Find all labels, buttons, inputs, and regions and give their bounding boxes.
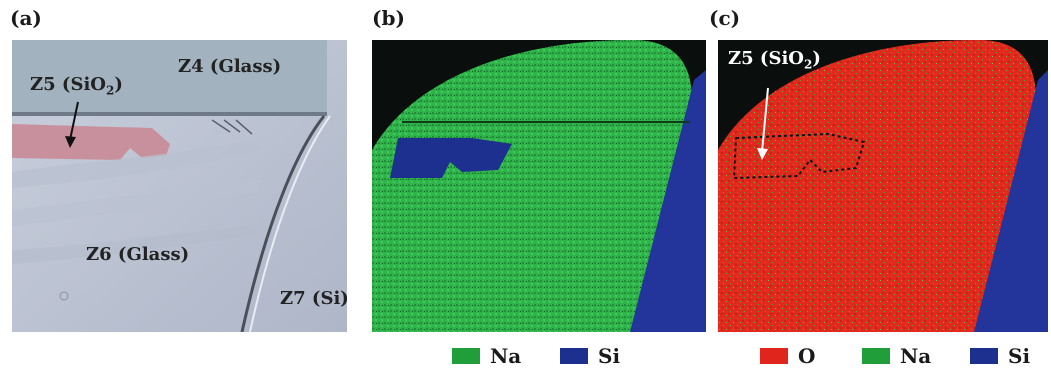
z5-arrow	[69, 101, 79, 141]
zone-z5-c-subscript: 2	[803, 57, 813, 72]
legend-label-na: Na	[490, 344, 522, 368]
legend-swatch-na-c	[862, 348, 890, 364]
na-region	[372, 40, 692, 332]
panel-a-micrograph: Z4 (Glass) Z5 (SiO2) Z6 (Glass) Z7 (Si)	[12, 40, 347, 332]
legend-c-na: Na	[862, 344, 931, 368]
zone-z5-subscript: 2	[105, 83, 115, 98]
legend-c-si: Si	[970, 344, 1030, 368]
eds-map-na-si	[372, 40, 706, 332]
panel-b-label: (b)	[372, 6, 405, 30]
si-region-c	[974, 70, 1048, 332]
zone-z5-label: Z5 (SiO2)	[30, 74, 123, 98]
zone-z5-text: Z5 (SiO	[30, 74, 106, 95]
micrograph-image	[12, 40, 347, 332]
legend-label-si-c: Si	[1008, 344, 1031, 368]
zone-z5-label-c: Z5 (SiO2)	[728, 48, 821, 72]
eds-map-o-na-si	[718, 40, 1048, 332]
zone-z4-label: Z4 (Glass)	[178, 56, 282, 77]
legend-label-si: Si	[598, 344, 621, 368]
z4-region	[12, 40, 327, 112]
legend-c: O Na Si	[760, 344, 1050, 368]
panel-b-eds-map	[372, 40, 706, 332]
legend-b-na: Na	[452, 344, 521, 368]
o-region	[718, 40, 1036, 332]
legend-swatch-si-c	[970, 348, 998, 364]
zone-z5-c-text: Z5 (SiO	[728, 48, 804, 69]
z5-outline	[732, 132, 866, 180]
legend-b-si: Si	[560, 344, 620, 368]
panel-a-label: (a)	[10, 6, 42, 30]
legend-label-o: O	[798, 344, 816, 368]
legend-b: Na Si	[452, 344, 672, 368]
legend-c-o: O	[760, 344, 815, 368]
zone-z7-label: Z7 (Si)	[280, 288, 347, 309]
z5-arrow-head	[65, 136, 76, 148]
si-region	[630, 70, 706, 332]
legend-swatch-si	[560, 348, 588, 364]
zone-z6-label: Z6 (Glass)	[86, 244, 190, 265]
si-z5-region	[390, 138, 512, 178]
zone-z5-close: )	[114, 74, 123, 95]
panel-c-eds-map: Z5 (SiO2)	[718, 40, 1048, 332]
zone-z5-c-close: )	[812, 48, 821, 69]
legend-swatch-na	[452, 348, 480, 364]
z5-region	[12, 124, 170, 160]
z5-arrow-c-head	[757, 148, 768, 160]
legend-label-na-c: Na	[900, 344, 932, 368]
panel-c-label: (c)	[709, 6, 741, 30]
z5-arrow-c	[761, 87, 769, 153]
legend-swatch-o	[760, 348, 788, 364]
